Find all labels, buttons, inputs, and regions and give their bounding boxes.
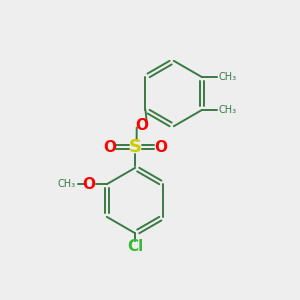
Text: O: O (154, 140, 167, 154)
Text: O: O (135, 118, 148, 133)
Text: Cl: Cl (127, 239, 143, 254)
Text: O: O (103, 140, 116, 154)
Text: S: S (129, 138, 142, 156)
Text: CH₃: CH₃ (218, 72, 237, 82)
Text: CH₃: CH₃ (218, 105, 237, 115)
Text: O: O (82, 177, 95, 192)
Text: CH₃: CH₃ (57, 179, 75, 189)
